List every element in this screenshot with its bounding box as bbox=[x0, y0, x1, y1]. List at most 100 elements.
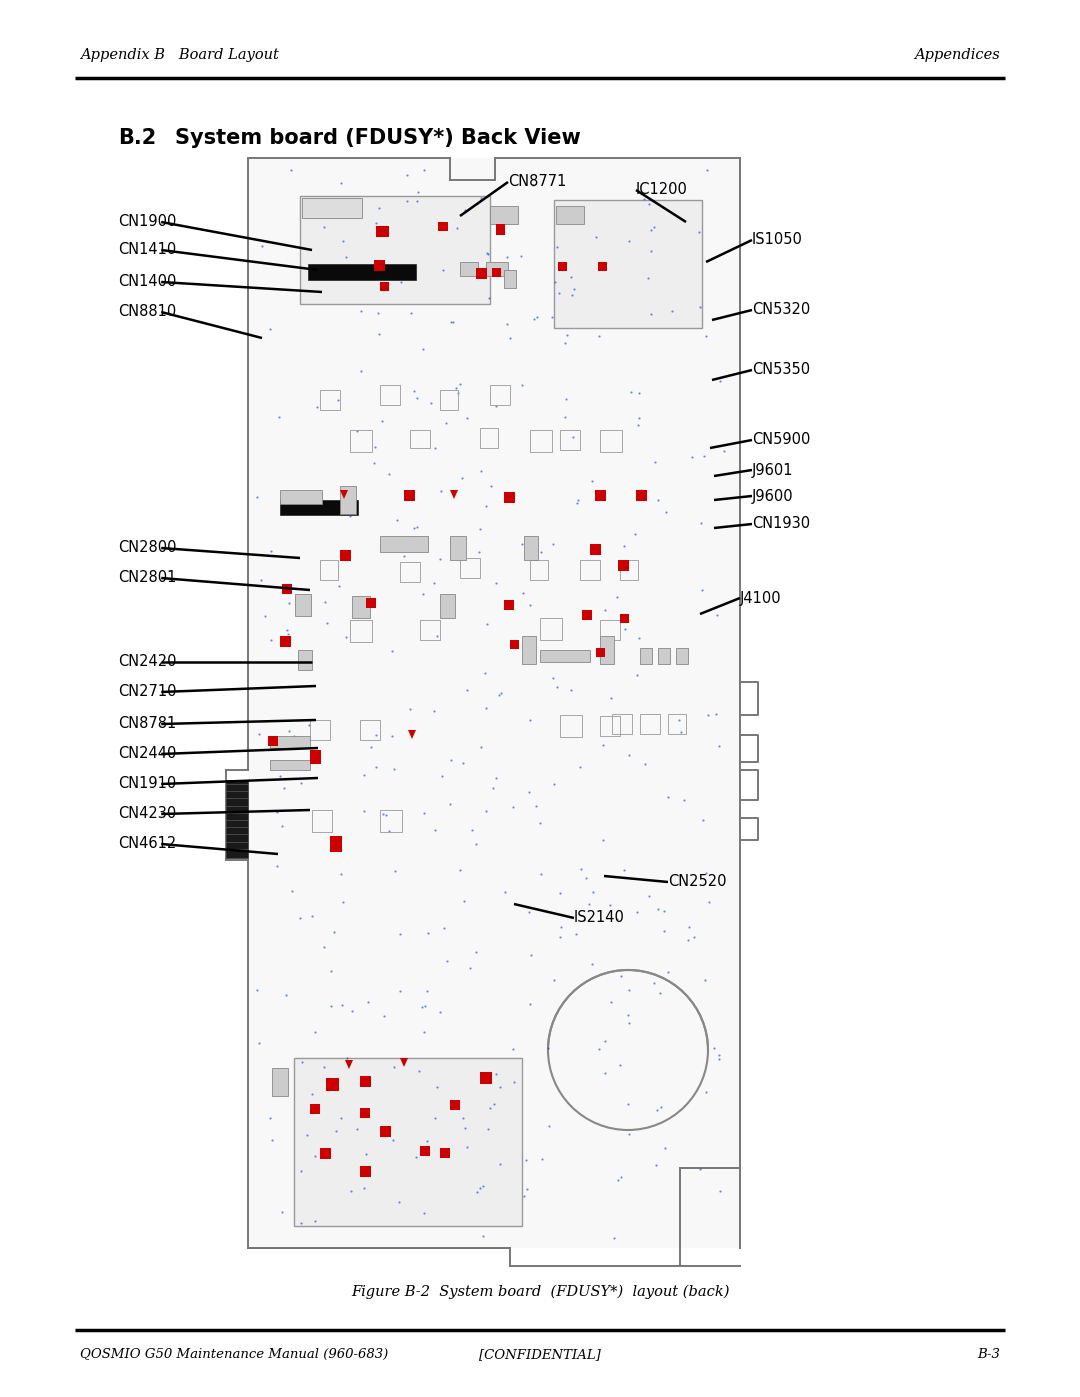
Bar bbox=[298, 650, 312, 671]
Bar bbox=[558, 263, 567, 271]
Bar bbox=[450, 1099, 460, 1111]
Bar bbox=[504, 599, 514, 610]
Bar bbox=[522, 636, 536, 664]
Bar bbox=[480, 427, 498, 448]
Text: CN2420: CN2420 bbox=[118, 655, 176, 669]
Bar bbox=[320, 390, 340, 409]
Text: CN2440: CN2440 bbox=[118, 746, 176, 761]
Text: J9601: J9601 bbox=[752, 462, 794, 478]
Bar bbox=[476, 268, 487, 279]
Text: CN2710: CN2710 bbox=[118, 685, 176, 700]
Bar bbox=[480, 1071, 492, 1084]
Text: CN5320: CN5320 bbox=[752, 303, 810, 317]
Bar bbox=[280, 490, 322, 504]
Text: [CONFIDENTIAL]: [CONFIDENTIAL] bbox=[480, 1348, 600, 1361]
Bar bbox=[366, 598, 376, 608]
Text: Appendix B   Board Layout: Appendix B Board Layout bbox=[80, 47, 279, 61]
Bar bbox=[310, 1104, 320, 1113]
Bar bbox=[420, 620, 440, 640]
Bar bbox=[510, 640, 519, 650]
Bar bbox=[280, 500, 357, 515]
Bar bbox=[676, 648, 688, 664]
Bar bbox=[360, 719, 380, 740]
Polygon shape bbox=[450, 490, 458, 499]
Bar bbox=[620, 560, 638, 580]
Bar bbox=[540, 617, 562, 640]
Bar bbox=[380, 536, 428, 552]
Bar bbox=[460, 557, 480, 578]
Text: J4100: J4100 bbox=[740, 591, 782, 605]
Bar bbox=[600, 430, 622, 453]
Bar bbox=[561, 430, 580, 450]
Text: IS2140: IS2140 bbox=[573, 911, 625, 925]
Bar bbox=[595, 490, 606, 502]
Polygon shape bbox=[340, 490, 348, 499]
Bar bbox=[320, 560, 338, 580]
Bar bbox=[410, 430, 430, 448]
Bar bbox=[504, 492, 515, 503]
Bar bbox=[270, 760, 310, 770]
Bar bbox=[380, 386, 400, 405]
Text: CN8781: CN8781 bbox=[118, 717, 176, 732]
Bar bbox=[600, 620, 620, 640]
Bar bbox=[360, 1076, 372, 1087]
Bar bbox=[294, 1058, 522, 1227]
Bar bbox=[376, 226, 389, 237]
Bar bbox=[400, 562, 420, 583]
Polygon shape bbox=[248, 158, 740, 1248]
Bar bbox=[280, 636, 291, 647]
Bar bbox=[330, 835, 342, 852]
Bar bbox=[282, 584, 292, 594]
Bar bbox=[636, 490, 647, 502]
Bar bbox=[320, 1148, 330, 1160]
Text: CN2801: CN2801 bbox=[118, 570, 176, 585]
Bar bbox=[440, 1148, 450, 1158]
Bar bbox=[270, 736, 310, 747]
Bar bbox=[450, 536, 465, 560]
Bar bbox=[492, 268, 501, 277]
Bar bbox=[374, 260, 384, 271]
Bar bbox=[268, 736, 278, 746]
Bar bbox=[420, 1146, 430, 1155]
Bar bbox=[504, 270, 516, 288]
Bar bbox=[490, 386, 510, 405]
Bar bbox=[340, 486, 356, 514]
Bar bbox=[530, 430, 552, 453]
Bar bbox=[640, 648, 652, 664]
Bar bbox=[590, 543, 600, 555]
Bar bbox=[352, 597, 370, 617]
Bar bbox=[380, 1126, 391, 1137]
Bar bbox=[440, 594, 455, 617]
Bar bbox=[540, 650, 590, 662]
Bar bbox=[310, 750, 321, 764]
Text: Appendices: Appendices bbox=[915, 47, 1000, 61]
Bar bbox=[360, 1108, 370, 1118]
Text: B.2: B.2 bbox=[118, 129, 157, 148]
Text: CN4612: CN4612 bbox=[118, 837, 176, 852]
Bar bbox=[561, 715, 582, 738]
Bar bbox=[308, 264, 416, 279]
Bar bbox=[496, 224, 505, 235]
Bar bbox=[524, 536, 538, 560]
Bar bbox=[486, 263, 508, 277]
Bar bbox=[380, 810, 402, 833]
Text: Figure B-2  System board  (FDUSY*)  layout (back): Figure B-2 System board (FDUSY*) layout … bbox=[351, 1285, 729, 1299]
Text: IS1050: IS1050 bbox=[752, 232, 802, 247]
Bar bbox=[618, 560, 629, 571]
Bar bbox=[490, 205, 518, 224]
Text: J9600: J9600 bbox=[752, 489, 794, 503]
Text: CN2520: CN2520 bbox=[669, 875, 727, 890]
Bar bbox=[226, 780, 248, 858]
Bar bbox=[658, 648, 670, 664]
Bar bbox=[669, 714, 686, 733]
Bar bbox=[312, 810, 332, 833]
Bar bbox=[295, 594, 311, 616]
Text: System board (FDUSY*) Back View: System board (FDUSY*) Back View bbox=[175, 129, 581, 148]
Bar bbox=[620, 615, 629, 623]
Bar bbox=[272, 1067, 288, 1097]
Text: CN5350: CN5350 bbox=[752, 362, 810, 377]
Bar bbox=[598, 263, 607, 271]
Text: CN1900: CN1900 bbox=[118, 215, 176, 229]
Text: CN1400: CN1400 bbox=[118, 274, 176, 289]
Bar bbox=[340, 550, 351, 562]
